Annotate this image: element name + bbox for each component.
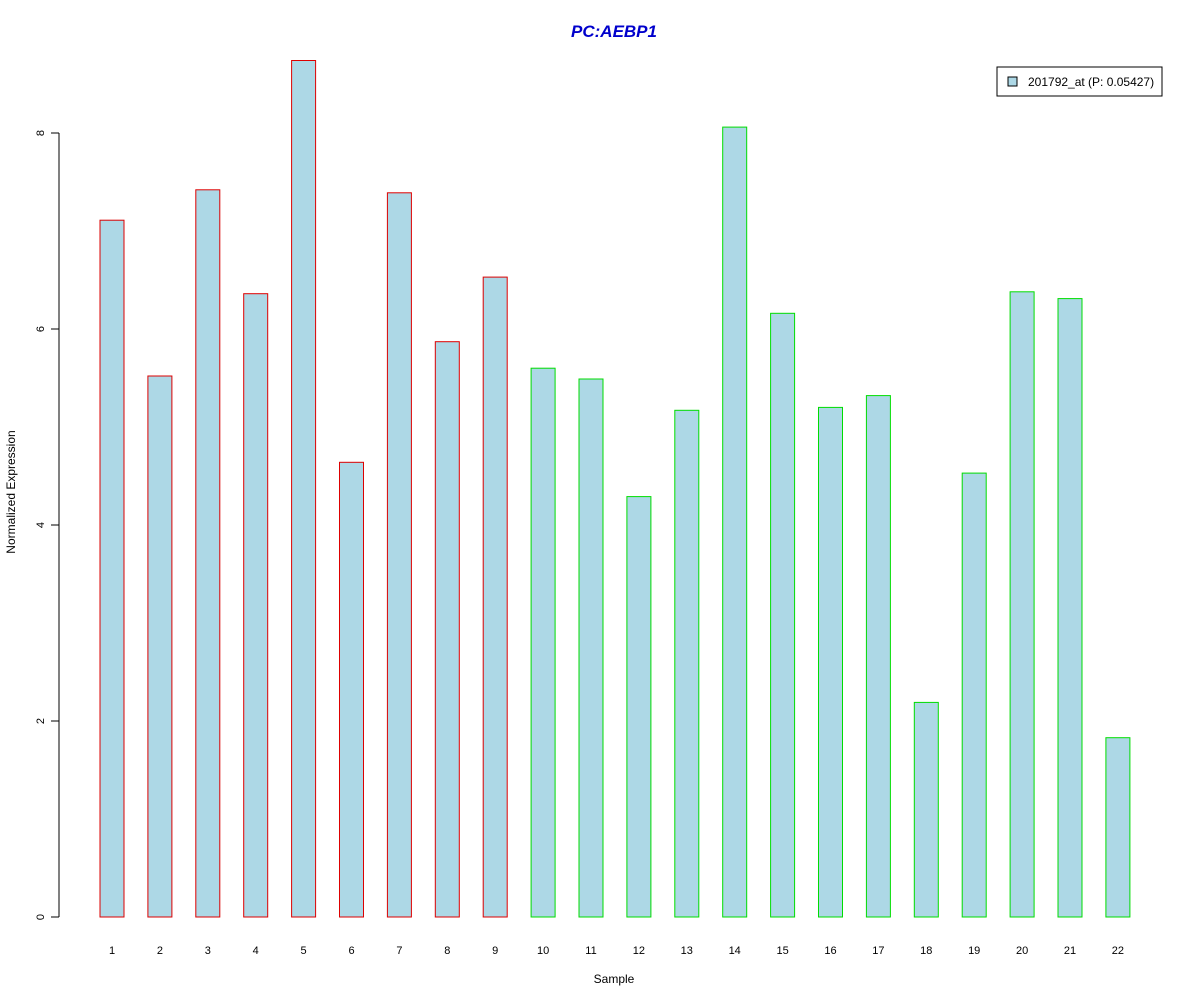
x-tick-label: 18 [920,945,932,957]
bar-sample-19 [961,472,987,918]
x-tick-label: 4 [253,945,259,957]
bar-sample-8 [434,341,460,918]
x-tick-label: 1 [109,945,115,957]
bar-sample-5 [291,60,317,918]
bars [99,60,1131,918]
x-tick-label: 7 [396,945,402,957]
bar-sample-16 [818,406,843,918]
bar-sample-12 [626,496,652,918]
legend-box [996,66,1163,97]
bar-sample-10 [530,367,556,918]
bar-sample-9 [482,276,508,918]
x-tick-label: 9 [492,945,498,957]
y-tick-label: 2 [35,718,47,724]
x-tick-label: 20 [1016,945,1028,957]
bar-sample-21 [1057,298,1083,918]
x-tick-label: 10 [537,945,549,957]
x-tick-label: 6 [348,945,354,957]
y-tick-label: 6 [35,326,47,332]
x-tick-label: 19 [968,945,980,957]
x-tick-label: 22 [1112,945,1124,957]
y-tick-label: 0 [35,914,47,920]
bar-sample-2 [147,375,173,918]
legend-label: 201792_at (P: 0.05427) [1028,75,1154,89]
x-tick-label: 3 [205,945,211,957]
chart-title: PC:AEBP1 [571,22,657,41]
bar-sample-14 [722,126,748,918]
x-tick-label: 2 [157,945,163,957]
x-tick-label: 12 [633,945,645,957]
legend-swatch [1007,76,1018,87]
x-tick-label: 17 [872,945,884,957]
bar-sample-20 [1009,291,1035,918]
x-tick-label: 16 [824,945,836,957]
bar-sample-1 [99,219,125,918]
x-tick-label: 21 [1064,945,1076,957]
y-axis-label: Normalized Expression [4,430,18,553]
x-axis: 1 2 3 4 5 6 7 8 9 10 11 12 13 14 15 16 17 18 19 20 21 22 [109,945,1124,957]
legend: 201792_at (P: 0.05427) [996,66,1163,97]
bar-sample-13 [674,409,700,918]
bar-sample-11 [578,378,604,918]
y-tick-label: 8 [35,130,47,136]
y-axis: 0 2 4 6 8 [35,130,60,920]
bar-sample-7 [386,192,412,918]
x-tick-label: 14 [729,945,741,957]
bar-sample-4 [243,293,269,918]
x-tick-label: 11 [585,945,596,957]
bar-sample-6 [339,461,364,918]
bar-sample-17 [865,395,891,918]
bar-sample-15 [770,312,796,918]
bar-sample-22 [1105,737,1131,918]
x-tick-label: 8 [444,945,450,957]
x-tick-label: 5 [301,945,307,957]
bar-sample-3 [195,189,221,918]
x-tick-label: 15 [776,945,788,957]
x-axis-label: Sample [594,972,635,986]
bar-sample-18 [913,701,939,918]
x-tick-label: 13 [681,945,693,957]
y-tick-label: 4 [35,522,47,528]
